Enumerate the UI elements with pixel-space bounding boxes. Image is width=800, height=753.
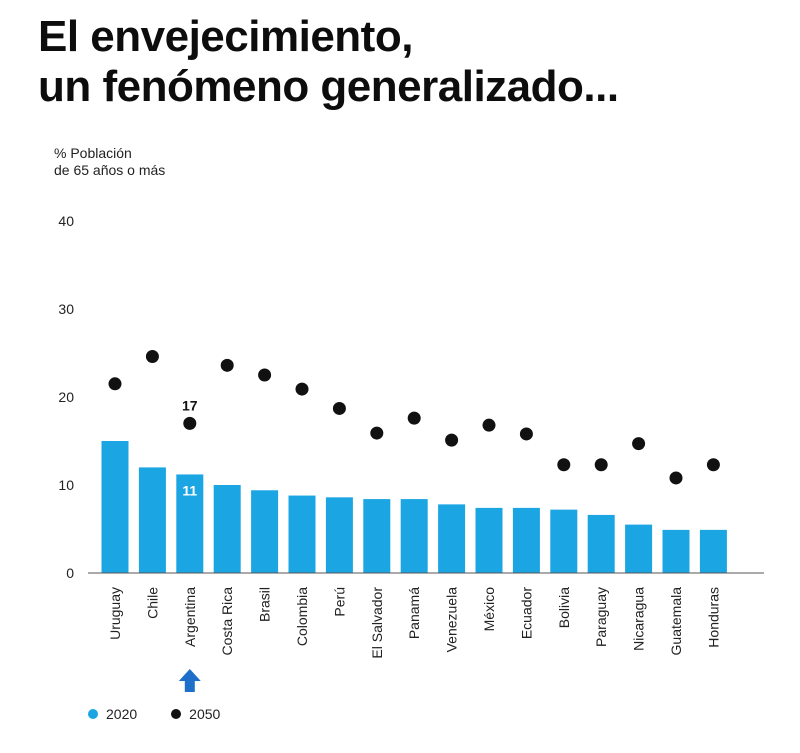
dot-2050-uruguay — [108, 377, 122, 391]
bar-2020-costa-rica — [213, 485, 241, 573]
x-label-paraguay: Paraguay — [593, 587, 609, 647]
y-tick-40: 40 — [58, 213, 74, 229]
bar-2020-paraguay — [587, 514, 615, 573]
x-label-brasil: Brasil — [257, 587, 273, 622]
dot-2050-paraguay — [594, 458, 608, 472]
x-label-panama: Panamá — [406, 587, 422, 639]
dot-2050-guatemala — [669, 471, 683, 485]
dot-2050-costa-rica — [220, 358, 234, 372]
dot-2050-venezuela — [445, 433, 459, 447]
x-label-guatemala: Guatemala — [668, 587, 684, 656]
x-label-venezuela: Venezuela — [444, 587, 460, 653]
y-axis-label-line-1: % Población — [54, 145, 132, 161]
y-axis-label-line-2: de 65 años o más — [54, 162, 165, 178]
dot-2050-argentina — [183, 416, 197, 430]
dot-2050-peru — [332, 401, 346, 415]
bar-2020-venezuela — [438, 504, 466, 573]
bar-2020-panama — [400, 499, 428, 573]
dot-2050-colombia — [295, 382, 309, 396]
bar-2020-el-salvador — [363, 499, 391, 573]
x-label-peru: Perú — [331, 587, 347, 617]
x-label-argentina: Argentina — [182, 587, 198, 647]
y-tick-20: 20 — [58, 389, 74, 405]
bar-2020-uruguay — [101, 441, 129, 573]
annotation-2020-value: 11 — [182, 482, 197, 498]
x-label-uruguay: Uruguay — [107, 587, 123, 640]
x-label-costa-rica: Costa Rica — [219, 587, 235, 656]
x-label-colombia: Colombia — [294, 587, 310, 646]
x-label-honduras: Honduras — [705, 587, 721, 648]
y-tick-0: 0 — [66, 565, 74, 581]
x-label-el-salvador: El Salvador — [369, 587, 385, 659]
legend-swatch-2050 — [171, 709, 182, 719]
legend-label-2050: 2050 — [189, 706, 221, 722]
legend-label-2020: 2020 — [106, 706, 138, 722]
dots-2050 — [108, 350, 720, 485]
x-axis-categories: Uruguay Chile Argentina Costa Rica Brasil Col… — [107, 587, 721, 659]
bar-2020-peru — [325, 497, 353, 573]
dot-2050-honduras — [706, 458, 720, 472]
bars-2020 — [101, 441, 727, 573]
highlight-arrow-icon — [178, 669, 201, 692]
bar-2020-guatemala — [662, 529, 690, 573]
bar-2020-bolivia — [550, 509, 578, 573]
legend-item-2020: 2020 — [88, 706, 137, 722]
dot-2050-panama — [407, 411, 421, 425]
dot-2050-ecuador — [519, 427, 533, 441]
bar-2020-mexico — [475, 507, 503, 573]
y-axis-ticks: 0 10 20 30 40 — [58, 213, 74, 581]
chart-title: El envejecimiento, un fenómeno generaliz… — [38, 12, 619, 112]
dot-2050-nicaragua — [632, 437, 646, 451]
annotation-2050-value: 17 — [182, 397, 198, 413]
legend: 2020 2050 — [88, 706, 246, 722]
bar-2020-chile — [138, 467, 166, 573]
bar-2020-colombia — [288, 495, 316, 573]
dot-2050-mexico — [482, 418, 496, 432]
dot-2050-el-salvador — [370, 426, 384, 440]
bar-2020-nicaragua — [625, 524, 653, 573]
title-line-2: un fenómeno generalizado... — [38, 62, 619, 111]
y-tick-10: 10 — [58, 477, 74, 493]
dot-2050-brasil — [258, 368, 272, 382]
bar-2020-brasil — [251, 490, 279, 573]
bar-2020-ecuador — [512, 507, 540, 573]
bar-2020-argentina — [176, 474, 204, 573]
title-line-1: El envejecimiento, — [38, 12, 413, 61]
x-label-nicaragua: Nicaragua — [631, 587, 647, 651]
dot-2050-chile — [145, 350, 159, 364]
bar-chart: % Población de 65 años o más 0 10 20 30 40 U… — [54, 145, 764, 692]
legend-item-2050: 2050 — [171, 706, 220, 722]
legend-swatch-2020 — [88, 709, 98, 719]
x-label-ecuador: Ecuador — [518, 587, 534, 639]
x-label-mexico: México — [481, 587, 497, 632]
x-label-bolivia: Bolivia — [556, 587, 572, 628]
dot-2050-bolivia — [557, 458, 571, 472]
annotations: 11 17 — [178, 397, 201, 692]
bar-2020-honduras — [699, 529, 727, 573]
y-tick-30: 30 — [58, 301, 74, 317]
x-label-chile: Chile — [144, 587, 160, 619]
